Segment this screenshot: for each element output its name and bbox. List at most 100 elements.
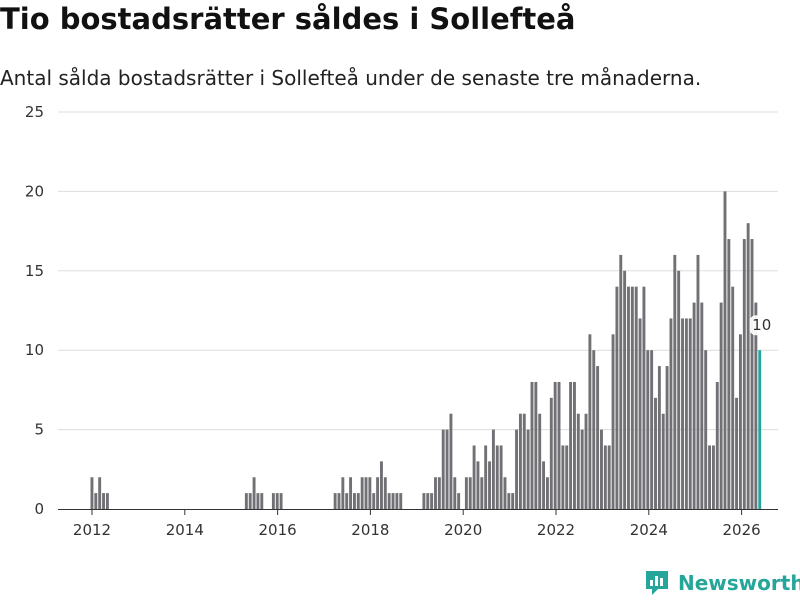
bar	[252, 477, 256, 509]
newsworthy-logo[interactable]: Newsworthy	[644, 568, 800, 598]
bar	[588, 334, 592, 509]
bar	[657, 366, 661, 509]
bar	[499, 445, 503, 509]
bar	[341, 477, 345, 509]
bar	[735, 397, 739, 509]
bar	[607, 445, 611, 509]
bar	[684, 318, 688, 509]
bar	[673, 254, 677, 509]
bar	[630, 286, 634, 509]
bar	[518, 413, 522, 509]
bar	[742, 239, 746, 510]
bar	[557, 381, 561, 509]
bar	[677, 270, 681, 509]
bar	[681, 318, 684, 509]
bar	[352, 493, 356, 509]
bar	[468, 477, 472, 509]
bar	[723, 191, 727, 509]
bar	[565, 445, 569, 509]
bar	[584, 413, 588, 509]
bar	[526, 429, 530, 509]
newsworthy-logo-icon	[646, 571, 668, 595]
bar	[623, 270, 627, 509]
x-tick-label: 2022	[537, 521, 575, 539]
y-tick-label: 5	[34, 421, 44, 439]
bar	[615, 286, 619, 509]
bar	[279, 493, 283, 509]
bar	[661, 413, 665, 509]
bar	[542, 461, 546, 509]
bar	[634, 286, 638, 509]
bar	[453, 477, 457, 509]
x-tick-label: 2018	[351, 521, 389, 539]
bar	[503, 477, 507, 509]
bar	[654, 397, 657, 509]
bar	[642, 286, 646, 509]
bar	[638, 318, 642, 509]
bar	[704, 350, 708, 509]
bar	[333, 493, 337, 509]
bar	[98, 477, 102, 509]
bar	[430, 493, 434, 509]
bar	[669, 318, 673, 509]
highlight-label-bg	[749, 315, 774, 336]
bar	[627, 286, 630, 509]
highlight-data-label: 10	[752, 316, 771, 334]
x-tick-label: 2026	[723, 521, 761, 539]
bar	[368, 477, 372, 509]
bar	[495, 445, 499, 509]
bar	[522, 413, 526, 509]
bar	[248, 493, 252, 509]
bar	[715, 381, 719, 509]
bar	[738, 334, 742, 509]
bar	[553, 381, 557, 509]
bar	[754, 302, 758, 509]
bar	[387, 493, 391, 509]
bar	[464, 477, 468, 509]
bar	[534, 381, 538, 509]
newsworthy-logo-text: Newsworthy	[678, 571, 800, 595]
bar	[545, 477, 549, 509]
bar	[711, 445, 715, 509]
bar	[561, 445, 565, 509]
bar	[696, 254, 700, 509]
x-tick-label: 2012	[73, 521, 111, 539]
x-tick-label: 2016	[259, 521, 297, 539]
bar-highlight	[758, 350, 762, 509]
bar	[515, 429, 518, 509]
bar	[337, 493, 341, 509]
y-tick-label: 25	[25, 103, 44, 121]
bar	[596, 366, 600, 509]
bar	[688, 318, 692, 509]
bar	[719, 302, 723, 509]
bar	[105, 493, 109, 509]
bar	[611, 334, 615, 509]
bar	[376, 477, 380, 509]
bar	[576, 413, 580, 509]
bar	[426, 493, 430, 509]
y-tick-label: 15	[25, 262, 44, 280]
bar	[592, 350, 596, 509]
bar	[600, 429, 603, 509]
bar	[488, 461, 491, 509]
bar	[102, 493, 105, 509]
bar	[646, 350, 650, 509]
bar	[391, 493, 395, 509]
bar	[569, 381, 573, 509]
bar	[372, 493, 376, 509]
bar	[271, 493, 275, 509]
bar	[422, 493, 426, 509]
y-tick-label: 0	[34, 500, 44, 518]
bar	[260, 493, 264, 509]
bar	[345, 493, 349, 509]
bar	[484, 445, 488, 509]
x-tick-label: 2014	[166, 521, 204, 539]
bar	[399, 493, 403, 509]
bar	[244, 493, 248, 509]
bar	[573, 381, 576, 509]
bar	[530, 381, 534, 509]
chart-title: Tio bostadsrätter såldes i Sollefteå	[0, 2, 576, 36]
bar	[380, 461, 383, 509]
bar	[603, 445, 607, 509]
